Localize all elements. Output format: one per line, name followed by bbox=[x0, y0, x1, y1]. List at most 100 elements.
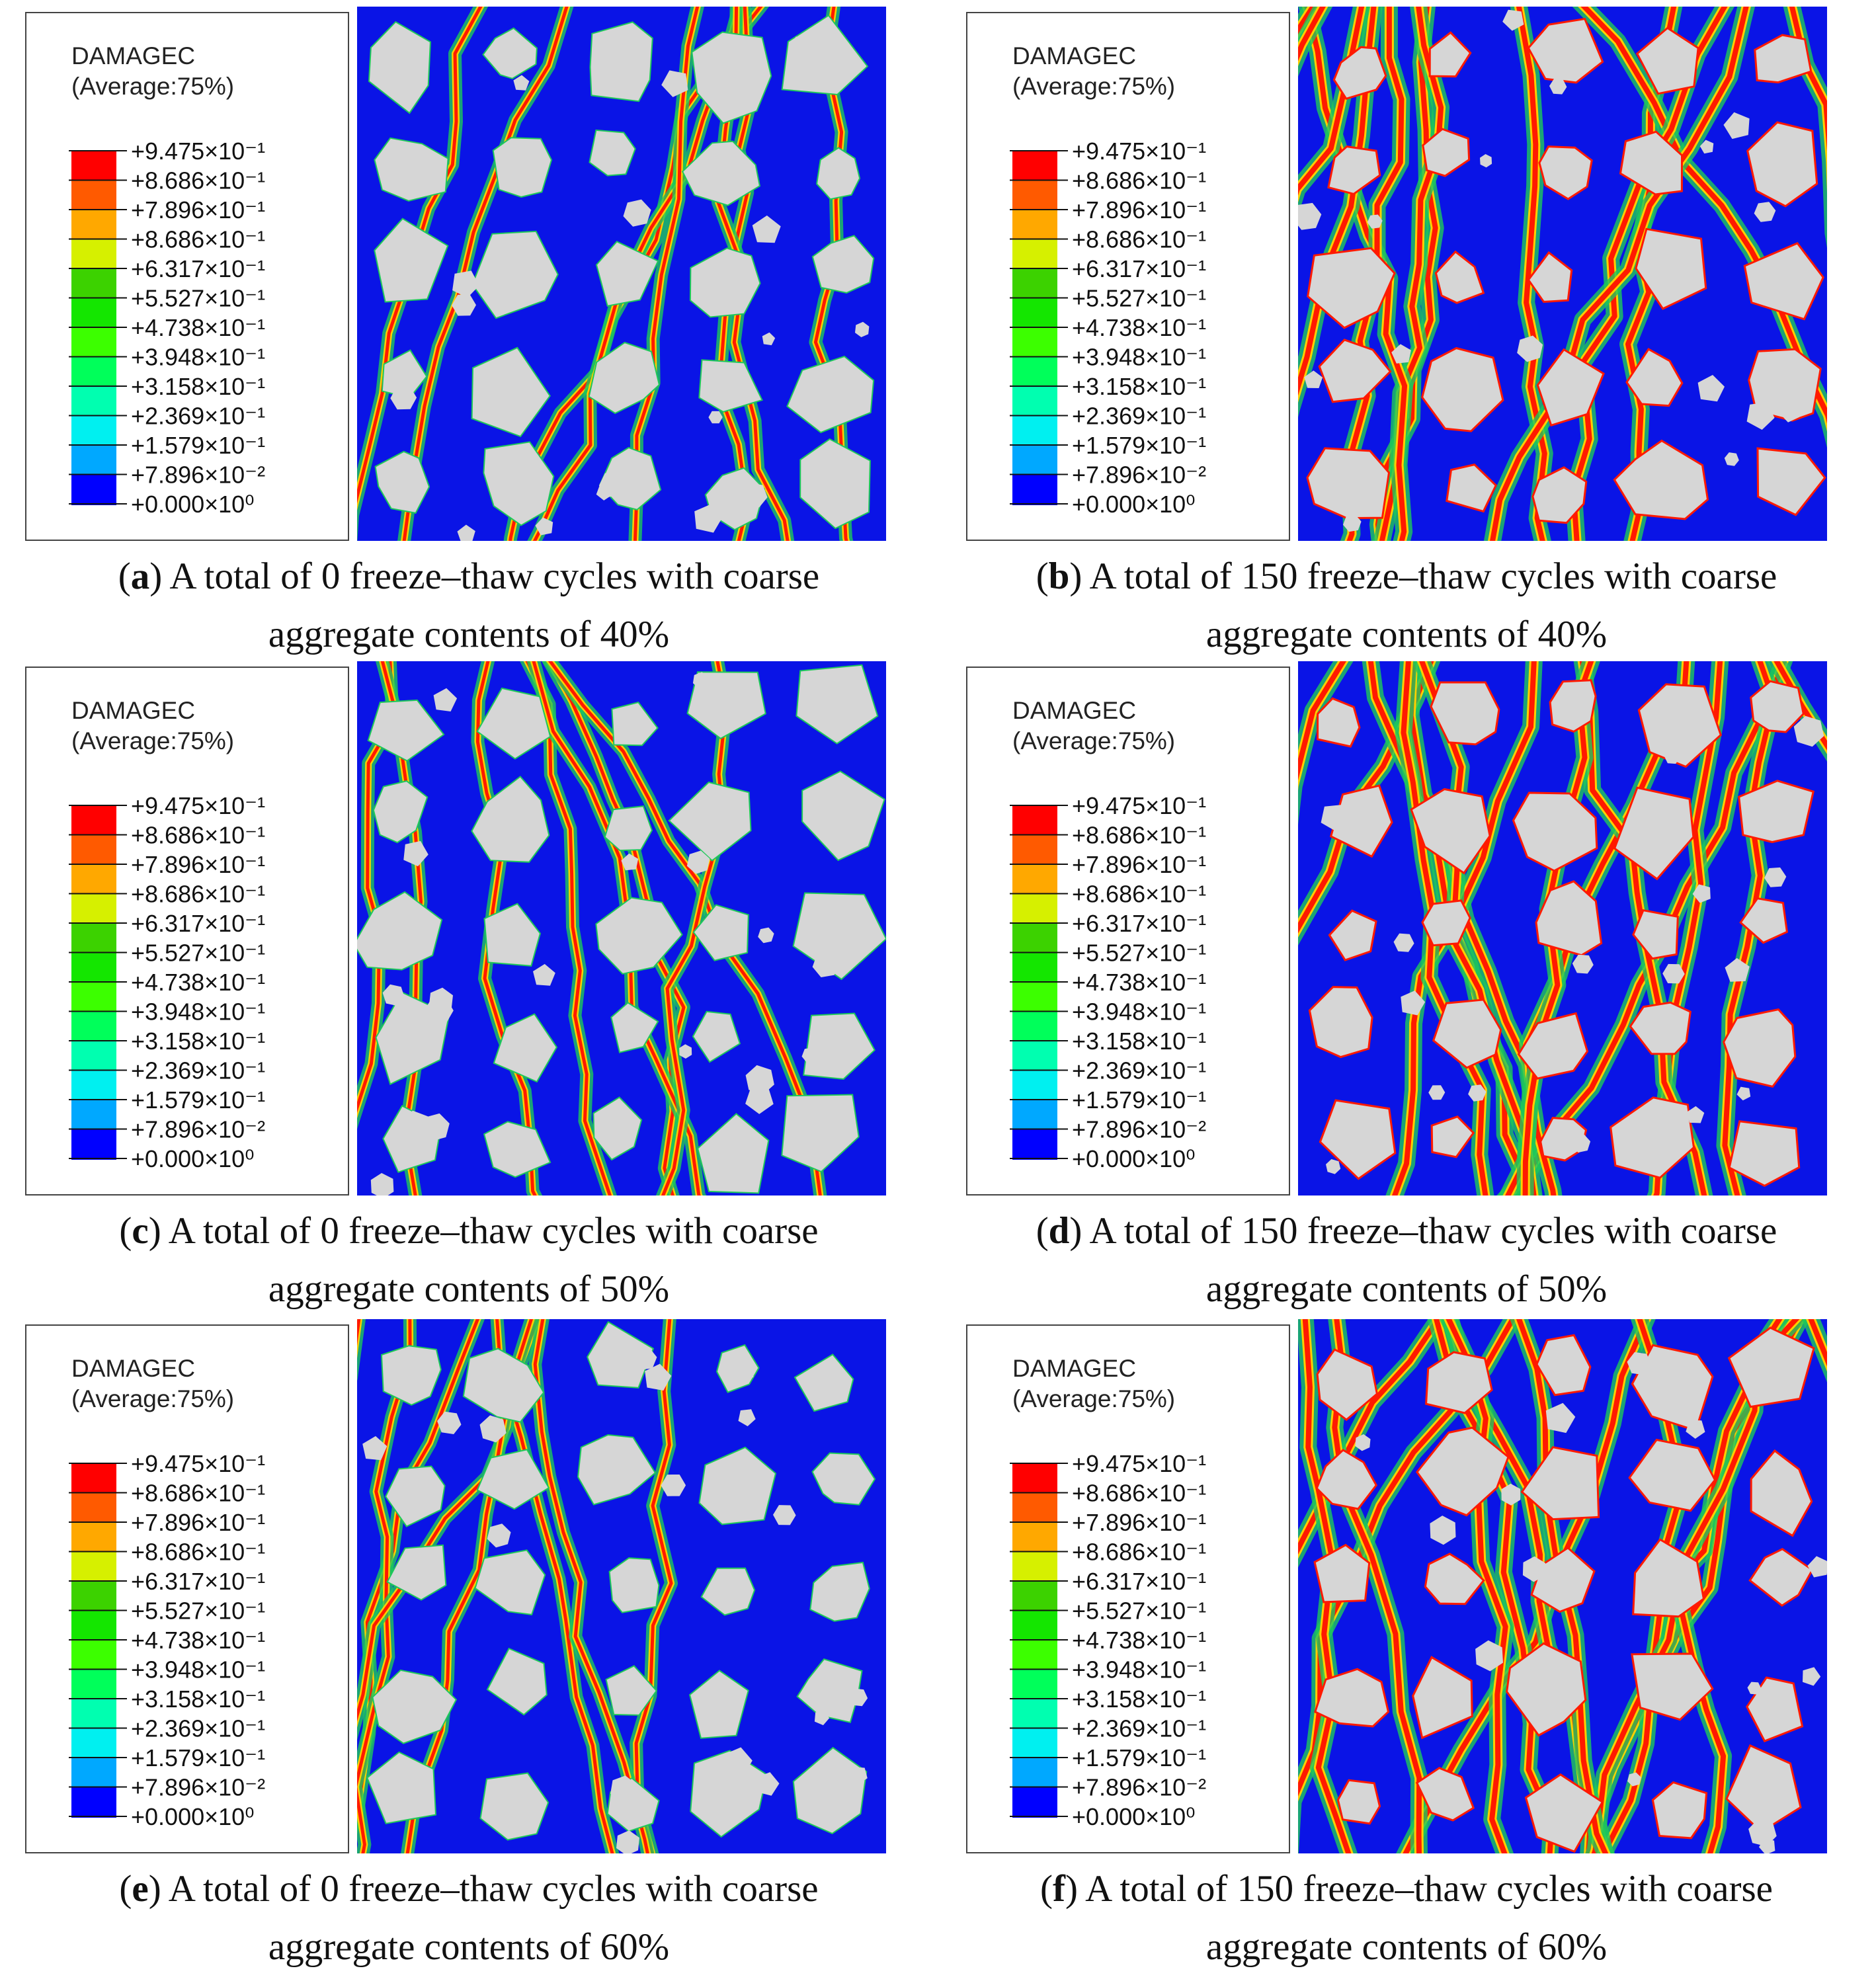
color-band bbox=[71, 952, 116, 982]
fine-aggregate bbox=[1723, 112, 1750, 140]
fine-aggregate bbox=[1661, 1474, 1674, 1488]
coarse-aggregate bbox=[1428, 31, 1472, 78]
coarse-aggregate bbox=[1628, 1438, 1717, 1512]
scale-label: +9.475×10⁻¹ bbox=[131, 138, 265, 165]
fine-aggregate bbox=[1803, 1667, 1821, 1686]
scale-label: +7.896×10⁻² bbox=[1072, 1774, 1206, 1801]
coarse-aggregate bbox=[1446, 463, 1498, 513]
crack-line bbox=[661, 661, 728, 1195]
color-band bbox=[1012, 1492, 1057, 1522]
scale-label: +7.896×10⁻¹ bbox=[1072, 1509, 1206, 1536]
coarse-aggregate bbox=[698, 359, 763, 413]
coarse-aggregate bbox=[1651, 1781, 1708, 1840]
color-band bbox=[1012, 923, 1057, 953]
legend-box: DAMAGEC (Average:75%) +9.475×10⁻¹ +8.686×… bbox=[25, 12, 349, 541]
fine-aggregate bbox=[694, 504, 723, 533]
coarse-aggregate bbox=[604, 805, 653, 852]
scale-label: +8.686×10⁻¹ bbox=[131, 881, 265, 908]
scale-label: +3.158×10⁻¹ bbox=[131, 1028, 265, 1055]
fine-aggregate bbox=[433, 688, 458, 711]
scale-label: +5.527×10⁻¹ bbox=[131, 940, 265, 967]
coarse-aggregate bbox=[1313, 1543, 1371, 1603]
coarse-aggregate bbox=[1531, 466, 1588, 524]
coarse-aggregate bbox=[1316, 1348, 1379, 1422]
scale-label: +2.369×10⁻¹ bbox=[131, 1715, 265, 1742]
coarse-aggregate bbox=[1635, 227, 1707, 310]
color-band bbox=[71, 982, 116, 1012]
coarse-aggregate bbox=[1415, 1767, 1475, 1822]
fine-aggregate bbox=[1393, 933, 1414, 952]
color-band bbox=[1012, 1610, 1057, 1640]
fine-aggregate bbox=[437, 1411, 462, 1434]
fine-aggregate bbox=[1747, 1681, 1762, 1695]
caption-line2: aggregate contents of 40% bbox=[268, 614, 670, 655]
color-band bbox=[1012, 298, 1057, 327]
legend-title-text: DAMAGEC bbox=[1012, 42, 1137, 69]
fine-aggregate bbox=[850, 1767, 868, 1785]
legend-title-text: DAMAGEC bbox=[1012, 697, 1137, 724]
color-band bbox=[71, 1522, 116, 1552]
coarse-aggregate bbox=[462, 1348, 545, 1423]
caption-letter: d bbox=[1048, 1210, 1070, 1252]
scale-label: +7.896×10⁻¹ bbox=[1072, 196, 1206, 223]
coarse-aggregate bbox=[483, 1121, 551, 1178]
fine-aggregate bbox=[1549, 78, 1567, 95]
fine-aggregate bbox=[457, 524, 475, 541]
coarse-aggregate bbox=[483, 441, 555, 526]
color-band bbox=[1012, 180, 1057, 210]
scale-label: +9.475×10⁻¹ bbox=[1072, 1450, 1206, 1477]
fine-aggregate bbox=[1522, 1556, 1545, 1582]
scale-label: +4.738×10⁻¹ bbox=[131, 969, 265, 996]
crack-line bbox=[1490, 7, 1749, 541]
scale-label: +6.317×10⁻¹ bbox=[131, 1568, 265, 1595]
coarse-aggregate bbox=[1625, 348, 1684, 407]
color-band bbox=[71, 1610, 116, 1640]
crack-line bbox=[1516, 7, 1547, 541]
scale-label: +7.896×10⁻² bbox=[1072, 1116, 1206, 1143]
coarse-aggregate bbox=[589, 129, 636, 177]
coarse-aggregate bbox=[1635, 26, 1699, 95]
panel-caption: (a) A total of 0 freeze–thaw cycles with… bbox=[0, 547, 938, 664]
caption-line2: aggregate contents of 60% bbox=[268, 1926, 670, 1968]
scale-label: +3.948×10⁻¹ bbox=[1072, 344, 1206, 371]
coarse-aggregate bbox=[1328, 909, 1377, 961]
coarse-aggregate bbox=[1725, 1744, 1802, 1834]
color-band bbox=[71, 415, 116, 445]
color-band bbox=[1012, 893, 1057, 923]
color-band bbox=[1012, 834, 1057, 864]
scale-label: +8.686×10⁻¹ bbox=[1072, 881, 1206, 908]
panel-e: DAMAGEC (Average:75%) +9.475×10⁻¹ +8.686×… bbox=[0, 1313, 938, 1974]
damage-contour-map bbox=[357, 7, 886, 541]
color-scale: +9.475×10⁻¹+8.686×10⁻¹+7.896×10⁻¹+8.686×… bbox=[69, 1450, 265, 1830]
coarse-aggregate bbox=[386, 1544, 447, 1601]
legend-subtitle: (Average:75%) bbox=[1012, 727, 1176, 754]
fine-aggregate bbox=[1793, 715, 1824, 747]
fine-aggregate bbox=[428, 987, 453, 1014]
coarse-aggregate bbox=[368, 20, 431, 114]
crack-line bbox=[1401, 661, 1489, 1195]
fine-aggregate bbox=[752, 215, 781, 243]
scale-label: +3.948×10⁻¹ bbox=[1072, 1656, 1206, 1683]
caption-line2: aggregate contents of 50% bbox=[1205, 1268, 1608, 1310]
fine-aggregate bbox=[1326, 460, 1344, 477]
fine-aggregate bbox=[1367, 214, 1383, 229]
scale-label: +8.686×10⁻¹ bbox=[1072, 226, 1206, 253]
fine-aggregate bbox=[686, 850, 710, 874]
fine-aggregate bbox=[1428, 1085, 1446, 1100]
coarse-aggregate bbox=[1527, 17, 1604, 84]
coarse-aggregate bbox=[474, 1549, 546, 1615]
fine-aggregate bbox=[1343, 514, 1362, 532]
coarse-aggregate bbox=[1631, 1344, 1714, 1432]
fine-aggregate bbox=[1692, 884, 1711, 903]
caption-letter: e bbox=[132, 1868, 149, 1910]
coarse-aggregate bbox=[799, 438, 871, 530]
legend-title-text: DAMAGEC bbox=[71, 42, 196, 69]
color-band bbox=[71, 151, 116, 181]
crack-line bbox=[1298, 661, 1347, 781]
fine-aggregate bbox=[1561, 831, 1580, 850]
scale-label: +5.527×10⁻¹ bbox=[1072, 1598, 1206, 1625]
coarse-aggregate bbox=[1430, 681, 1500, 746]
coarse-aggregate bbox=[1432, 998, 1502, 1069]
coarse-aggregate bbox=[692, 1010, 741, 1063]
panel-caption: (e) A total of 0 freeze–thaw cycles with… bbox=[0, 1860, 938, 1976]
